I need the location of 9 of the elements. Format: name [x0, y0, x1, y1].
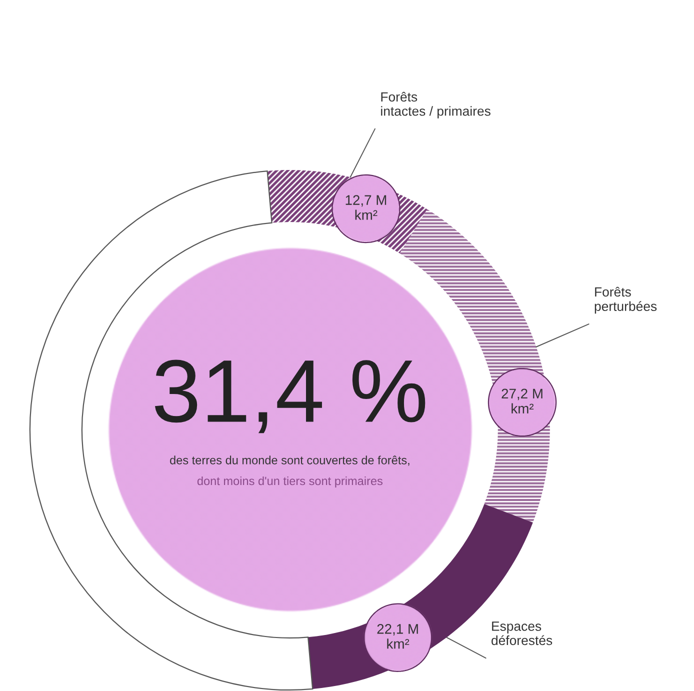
text: 31,4 % — [154, 360, 426, 434]
slice-label: Forêts perturbées — [594, 286, 657, 314]
slice-label: Espaces déforestés — [492, 622, 552, 646]
data-label: 12,7 M km² — [346, 195, 386, 220]
text: dont moins d'un tiers sont primaires — [197, 476, 383, 488]
data-label: 27,2 M km² — [502, 388, 542, 414]
data-label: 22,1 M km² — [377, 624, 418, 649]
text: des terres du monde sont couvertes de forêts, — [170, 456, 410, 466]
slice-label: Forêts intactes / primaires — [381, 92, 490, 118]
